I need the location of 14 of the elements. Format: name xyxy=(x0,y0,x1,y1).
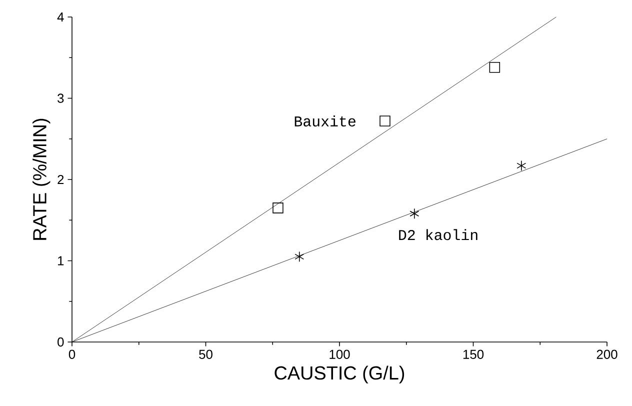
series-label: D2 kaolin xyxy=(399,229,478,240)
x-axis-title: CAUSTIC (G/L) xyxy=(274,366,404,384)
y-axis-title: RATE (%/MIN) xyxy=(32,118,50,240)
x-tick-label: 50 xyxy=(199,350,212,359)
x-tick-label: 150 xyxy=(463,350,484,359)
y-tick-label: 3 xyxy=(58,94,64,103)
x-tick-label: 100 xyxy=(330,350,350,359)
x-tick-label: 200 xyxy=(596,350,618,359)
x-tick-label: 0 xyxy=(68,350,76,359)
y-tick-label: 4 xyxy=(57,12,64,22)
y-tick-label: 2 xyxy=(58,174,64,184)
series-label: Bauxite xyxy=(294,116,356,126)
y-tick-label: 0 xyxy=(58,337,64,347)
y-tick-label: 1 xyxy=(58,256,64,266)
